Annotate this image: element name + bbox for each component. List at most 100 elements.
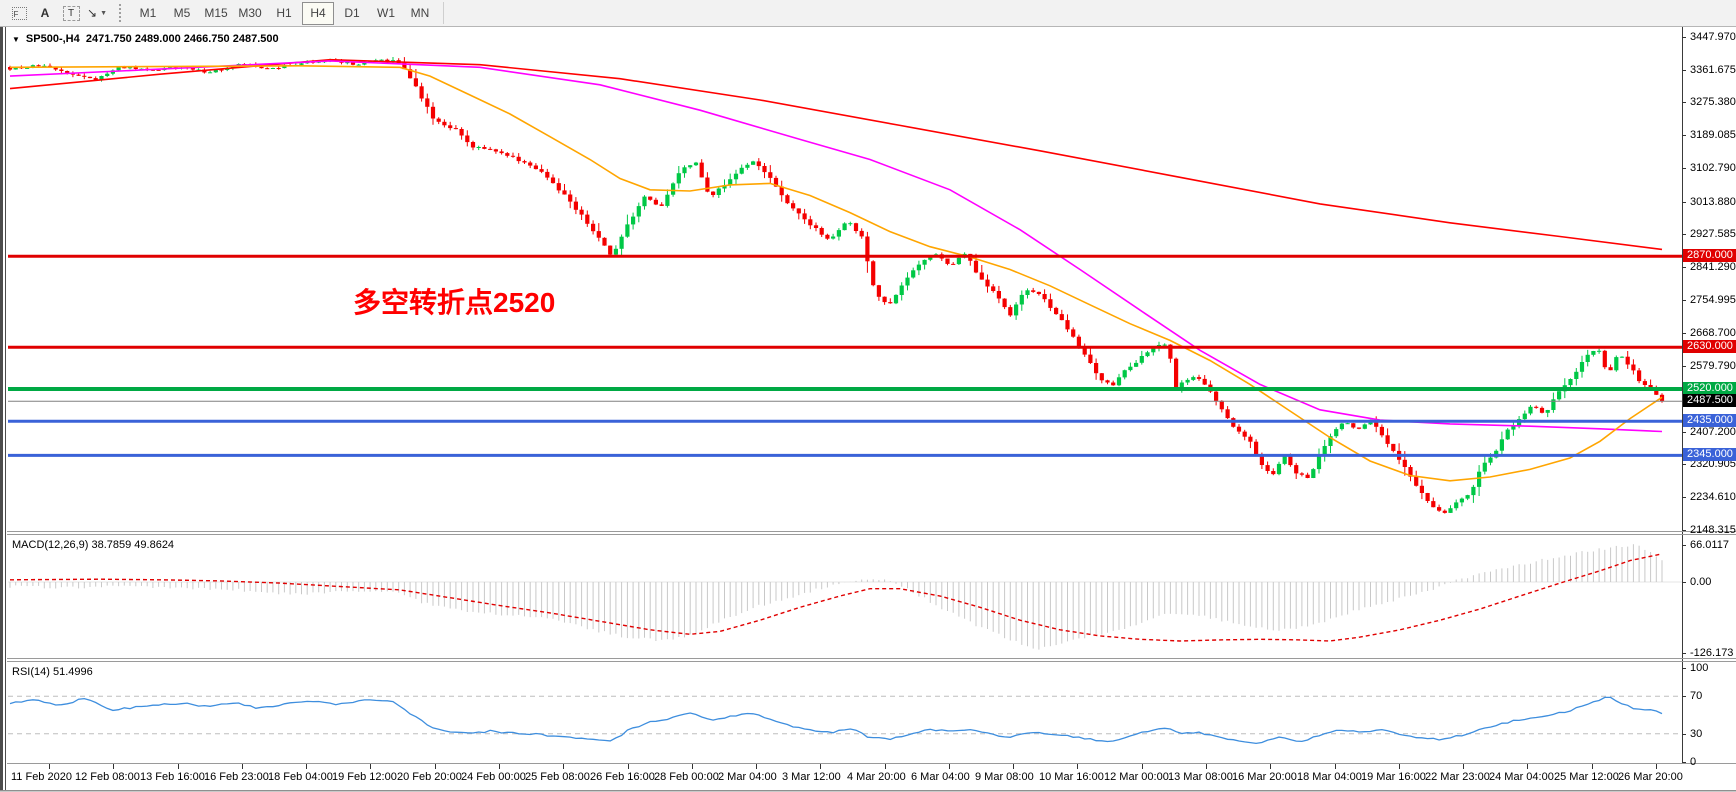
time-tick-label: 24 Feb 00:00 xyxy=(461,771,526,783)
price-tick-label: 3189.085 xyxy=(1690,129,1736,141)
time-tick-label: 26 Feb 16:00 xyxy=(590,771,655,783)
panel-separator[interactable] xyxy=(7,661,1736,662)
price-tick xyxy=(1682,300,1686,301)
macd-tick xyxy=(1682,653,1686,654)
time-tick xyxy=(113,764,114,769)
price-tick-label: 2841.290 xyxy=(1690,261,1736,273)
macd-axis-label: 66.0117 xyxy=(1690,539,1729,551)
timeframe-button-mn[interactable]: MN xyxy=(410,6,430,20)
rsi-tick xyxy=(1682,734,1686,735)
time-tick-label: 24 Mar 04:00 xyxy=(1489,771,1554,783)
rsi-axis-label: 100 xyxy=(1690,662,1709,674)
arrow-tool-button[interactable]: ↘ ▼ xyxy=(86,2,108,24)
text-t-icon: T xyxy=(62,5,80,21)
chart-grid-tool-button[interactable]: F xyxy=(8,2,30,24)
time-tick-label: 19 Feb 12:00 xyxy=(332,771,397,783)
time-tick xyxy=(435,764,436,769)
time-tick-label: 13 Mar 08:00 xyxy=(1168,771,1233,783)
price-tick xyxy=(1682,333,1686,334)
label-tool-button[interactable]: A xyxy=(34,2,56,24)
time-tick xyxy=(1077,764,1078,769)
timeframe-button-h4[interactable]: H4 xyxy=(302,1,334,25)
text-tool-button[interactable]: T xyxy=(60,2,82,24)
panel-separator[interactable] xyxy=(7,534,1736,535)
rsi-axis-label: 30 xyxy=(1690,728,1703,740)
time-tick xyxy=(1527,764,1528,769)
toolbar: F A T ↘ ▼ M1 M5 M15 M30 H1 H4 D1 W1 MN xyxy=(0,0,1736,27)
time-tick xyxy=(178,764,179,769)
time-tick xyxy=(49,764,50,769)
rsi-axis-label: 0 xyxy=(1690,756,1697,768)
time-tick xyxy=(949,764,950,769)
price-tick-label: 3447.970 xyxy=(1690,31,1736,43)
level-price-tag: 2630.000 xyxy=(1683,340,1736,353)
time-axis-separator xyxy=(7,763,1736,764)
macd-tick xyxy=(1682,582,1686,583)
time-tick xyxy=(370,764,371,769)
level-price-tag: 2435.000 xyxy=(1683,414,1736,427)
time-tick-label: 19 Mar 16:00 xyxy=(1361,771,1426,783)
time-tick xyxy=(885,764,886,769)
price-tick xyxy=(1682,497,1686,498)
rsi-panel-canvas[interactable] xyxy=(8,662,1682,763)
symbol-dropdown-icon[interactable]: ▼ xyxy=(12,35,20,44)
macd-panel-canvas[interactable] xyxy=(8,535,1682,658)
price-tick-label: 2579.790 xyxy=(1690,360,1736,372)
time-tick-label: 11 Feb 2020 xyxy=(11,771,72,783)
time-tick xyxy=(1399,764,1400,769)
window-bottom-edge xyxy=(0,790,1736,792)
chart-annotation-text: 多空转折点2520 xyxy=(353,287,556,318)
time-tick-label: 9 Mar 08:00 xyxy=(975,771,1034,783)
price-tick xyxy=(1682,102,1686,103)
toolbar-separator xyxy=(443,2,444,24)
time-tick xyxy=(1013,764,1014,769)
price-tick-label: 3013.880 xyxy=(1690,196,1736,208)
time-tick-label: 4 Mar 20:00 xyxy=(847,771,906,783)
time-tick-label: 25 Feb 08:00 xyxy=(525,771,590,783)
rsi-tick xyxy=(1682,762,1686,763)
timeframe-button-w1[interactable]: W1 xyxy=(377,6,395,20)
timeframe-button-m5[interactable]: M5 xyxy=(173,6,191,20)
price-tick xyxy=(1682,464,1686,465)
timeframe-button-m15[interactable]: M15 xyxy=(204,6,228,20)
symbol-period-label: SP500-,H4 xyxy=(25,33,80,45)
main-chart-canvas[interactable] xyxy=(8,28,1682,531)
time-tick xyxy=(242,764,243,769)
time-tick xyxy=(306,764,307,769)
arrow-tool-icon: ↘ xyxy=(87,6,98,20)
time-tick xyxy=(1206,764,1207,769)
time-tick-label: 6 Mar 04:00 xyxy=(911,771,970,783)
timeframe-button-h1[interactable]: H1 xyxy=(276,6,292,20)
timeframe-button-m1[interactable]: M1 xyxy=(139,6,157,20)
time-tick xyxy=(1592,764,1593,769)
price-tick xyxy=(1682,530,1686,531)
panel-separator[interactable] xyxy=(7,658,1736,659)
macd-axis-label: 0.00 xyxy=(1690,576,1712,588)
rsi-axis-label: 70 xyxy=(1690,690,1703,702)
time-tick xyxy=(756,764,757,769)
macd-label: MACD(12,26,9) 38.7859 49.8624 xyxy=(12,539,175,551)
price-tick xyxy=(1682,37,1686,38)
time-tick-label: 13 Feb 16:00 xyxy=(140,771,205,783)
price-tick-label: 2407.200 xyxy=(1690,426,1736,438)
time-tick xyxy=(1335,764,1336,769)
price-tick-label: 2754.995 xyxy=(1690,294,1736,306)
time-tick xyxy=(820,764,821,769)
timeframe-button-m30[interactable]: M30 xyxy=(238,6,262,20)
label-a-icon: A xyxy=(40,6,50,20)
macd-tick xyxy=(1682,545,1686,546)
timeframe-button-d1[interactable]: D1 xyxy=(344,6,360,20)
time-tick xyxy=(628,764,629,769)
time-tick xyxy=(1142,764,1143,769)
time-tick xyxy=(499,764,500,769)
level-price-tag: 2520.000 xyxy=(1683,382,1736,395)
time-tick-label: 26 Mar 20:00 xyxy=(1618,771,1683,783)
rsi-tick xyxy=(1682,668,1686,669)
time-tick xyxy=(563,764,564,769)
panel-separator[interactable] xyxy=(7,531,1736,532)
price-tick-label: 3275.380 xyxy=(1690,96,1736,108)
arrow-tool-caret-icon: ▼ xyxy=(100,9,107,17)
price-tick-label: 2148.315 xyxy=(1690,524,1736,536)
ohlc-high: 2489.000 xyxy=(134,33,181,45)
toolbar-grip[interactable] xyxy=(119,4,124,22)
